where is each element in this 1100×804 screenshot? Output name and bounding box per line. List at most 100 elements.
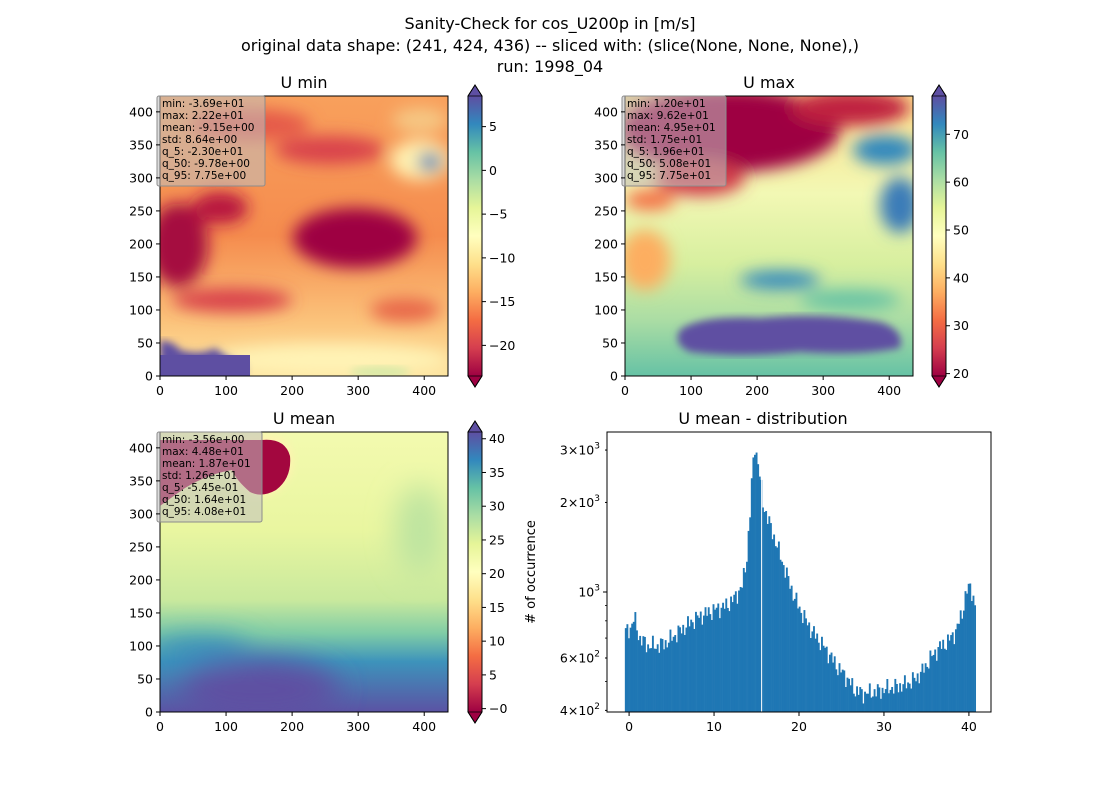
histogram-bar xyxy=(908,683,911,712)
u-min-x-tick-label: 400 xyxy=(412,383,436,398)
histogram-bar xyxy=(645,652,648,712)
histogram-bar xyxy=(702,615,705,712)
u-max-x-axis: 0 100 200 300 400 xyxy=(621,376,901,398)
histogram-bar xyxy=(666,647,669,712)
histogram-bar xyxy=(653,648,656,712)
u-mean-x-tick-label: 100 xyxy=(214,719,238,734)
histogram-bar xyxy=(655,648,658,712)
u-max-y-tick-label: 250 xyxy=(594,203,618,218)
histogram-bar xyxy=(803,610,806,712)
histogram-bar xyxy=(773,534,776,712)
u-mean-x-tick-label: 200 xyxy=(280,719,304,734)
u-mean-y-tick-label: 300 xyxy=(129,506,153,521)
u-max-x-tick-label: 100 xyxy=(679,383,703,398)
histogram-bar xyxy=(669,629,672,712)
u-mean-stat-min: min: -3.56e+00 xyxy=(162,434,244,446)
histogram-bar xyxy=(926,666,929,712)
u-max-y-tick-label: 100 xyxy=(594,302,618,317)
histogram-bar xyxy=(793,598,796,712)
u-min-y-tick-label: 0 xyxy=(145,369,153,384)
histogram-bar xyxy=(731,602,734,712)
histogram-bar xyxy=(741,587,744,712)
distribution-y-tick-times: × xyxy=(568,495,578,510)
histogram-bar xyxy=(695,611,697,712)
histogram-bar xyxy=(872,696,874,712)
histogram-bar xyxy=(934,649,937,712)
distribution-y-axis-label: # of occurrence xyxy=(524,520,539,624)
u-mean-colorbar-tick-label: 25 xyxy=(489,532,505,547)
histogram-bar xyxy=(860,689,863,712)
u-min-stat-min: min: -3.69e+01 xyxy=(162,98,244,110)
histogram-bar xyxy=(959,610,962,712)
histogram-bar xyxy=(761,507,764,712)
histogram-bar xyxy=(821,636,823,712)
histogram-bar xyxy=(733,594,736,712)
histogram-bar xyxy=(899,683,902,712)
u-min-stat-q95: q_95: 7.75e+00 xyxy=(162,170,246,182)
distribution-y-tick-base: 10 xyxy=(578,703,594,718)
histogram-bar xyxy=(659,638,662,712)
histogram-bar xyxy=(967,583,970,712)
histogram-bar xyxy=(972,595,975,712)
histogram-bar xyxy=(841,669,844,712)
histogram-bar xyxy=(771,539,774,712)
panel-u-max-title: U max xyxy=(743,73,795,92)
histogram-bar xyxy=(970,601,973,712)
u-min-y-tick-label: 200 xyxy=(129,236,153,251)
distribution-y-tick-exponent: 2 xyxy=(594,649,600,659)
u-max-stat-min: min: 1.20e+01 xyxy=(627,98,706,110)
histogram-bar xyxy=(954,629,957,712)
histogram-bar xyxy=(693,628,696,712)
u-min-stat-q50: q_50: -9.78e+00 xyxy=(162,158,250,170)
histogram-bar xyxy=(816,633,819,712)
histogram-bar xyxy=(867,693,870,712)
histogram-bar xyxy=(800,612,803,712)
histogram-bar xyxy=(749,517,752,712)
histogram-bar xyxy=(640,645,643,712)
histogram-bar xyxy=(728,611,731,712)
histogram-bar xyxy=(763,512,766,712)
u-mean-y-tick-label: 50 xyxy=(137,671,153,686)
u-min-y-axis: 0 50 100 150 200 250 300 350 400 xyxy=(129,104,160,384)
histogram-bar xyxy=(966,593,969,712)
histogram-bar xyxy=(964,591,967,712)
u-mean-colorbar-gradient xyxy=(468,432,482,712)
u-max-x-tick-label: 300 xyxy=(811,383,835,398)
histogram-bar xyxy=(870,697,873,712)
u-max-axes-frame xyxy=(624,95,914,377)
histogram-bar xyxy=(931,656,933,712)
histogram-bar xyxy=(969,583,972,712)
histogram-bar xyxy=(706,615,709,712)
histogram-bar xyxy=(859,687,862,712)
histogram-bar xyxy=(913,677,916,712)
histogram-bar xyxy=(663,649,666,712)
u-mean-colorbar-tick-label: 35 xyxy=(489,465,505,480)
u-mean-colorbar-tick-label: 20 xyxy=(489,566,505,581)
histogram-bar xyxy=(742,567,745,712)
histogram-bar xyxy=(797,608,799,712)
u-max-colorbar: 20 30 40 50 60 70 xyxy=(931,84,969,388)
histogram-bar xyxy=(943,648,946,712)
histogram-bar xyxy=(790,585,793,712)
histogram-bar xyxy=(648,648,651,712)
histogram-bar xyxy=(840,672,843,712)
histogram-bar xyxy=(714,609,717,712)
distribution-y-tick-base: 10 xyxy=(578,443,594,458)
histogram-bar xyxy=(774,546,777,712)
u-mean-colorbar-tick-label: 40 xyxy=(489,431,505,446)
distribution-y-tick-base: 10 xyxy=(578,495,594,510)
u-min-stat-q5: q_5: -2.30e+01 xyxy=(162,146,243,158)
histogram-bar xyxy=(886,679,889,712)
u-min-heatmap-image xyxy=(160,96,448,376)
u-mean-y-tick-label: 150 xyxy=(129,605,153,620)
histogram-bar xyxy=(948,640,951,712)
histogram-bar xyxy=(883,693,886,712)
u-max-colorbar-tick-label: 50 xyxy=(953,223,969,238)
u-max-colorbar-tick-label: 70 xyxy=(953,127,969,142)
u-mean-colorbar-tick-label: 30 xyxy=(489,499,505,514)
histogram-bar xyxy=(887,693,890,712)
figure-title-line-2: original data shape: (241, 424, 436) -- … xyxy=(241,36,859,55)
histogram-bar xyxy=(814,638,817,712)
u-min-y-tick-label: 150 xyxy=(129,269,153,284)
